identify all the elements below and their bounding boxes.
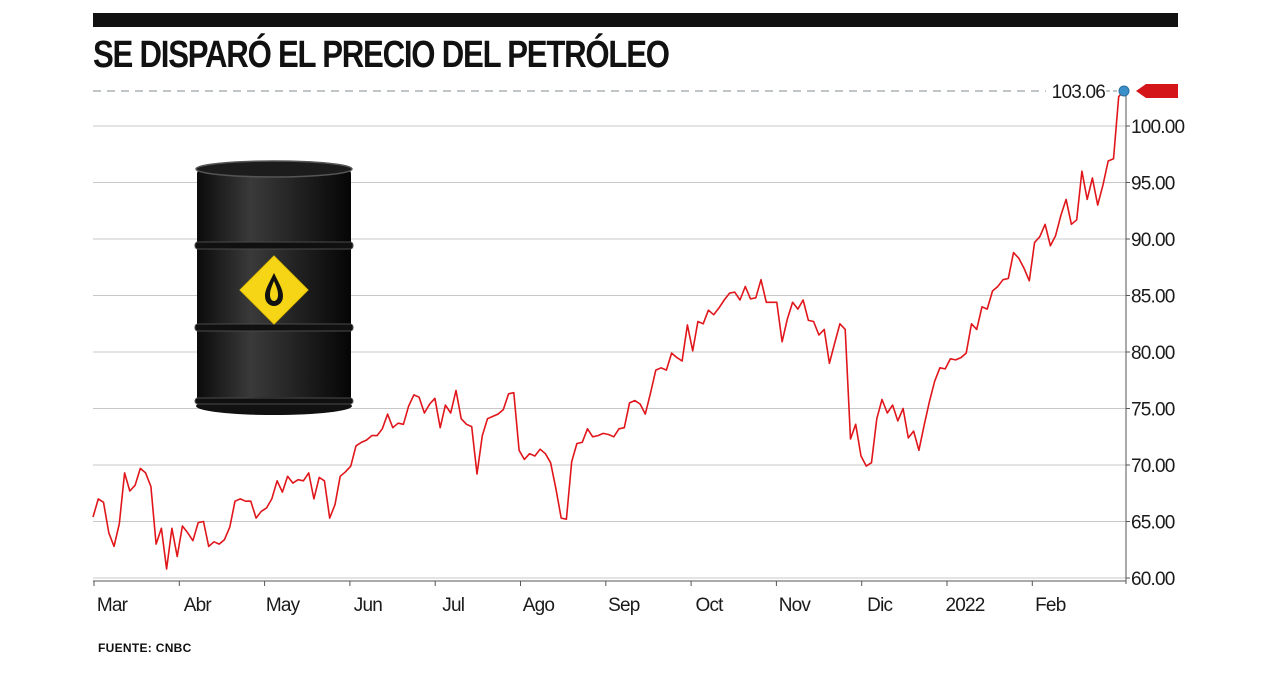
y-tick-label: 85.00 xyxy=(1131,287,1175,308)
y-tick-label: 70.00 xyxy=(1131,456,1175,477)
x-tick-label: Feb xyxy=(1035,595,1066,616)
x-tick-label: Ago xyxy=(523,595,555,616)
y-tick-label: 95.00 xyxy=(1131,174,1175,195)
x-tick-label: May xyxy=(266,595,301,616)
oil-barrel-icon xyxy=(194,160,354,415)
y-tick-label: 60.00 xyxy=(1131,569,1175,590)
y-tick-label: 65.00 xyxy=(1131,513,1175,534)
last-value-reference: 103.06 xyxy=(93,82,1118,103)
x-tick-label: Jul xyxy=(442,595,464,616)
last-value-dot xyxy=(1118,85,1130,97)
y-axis: 60.00 65.00 70.00 75.00 80.00 85.00 90.00 95.00… xyxy=(1125,86,1185,590)
x-tick-label: Dic xyxy=(867,595,892,616)
x-tick-label: Jun xyxy=(354,595,382,616)
source-note: FUENTE: CNBC xyxy=(98,641,192,655)
last-value-label: 103.06 xyxy=(1052,82,1106,103)
last-value-marker xyxy=(1118,83,1178,98)
x-tick-label: 2022 xyxy=(945,595,984,616)
y-tick-label: 100.00 xyxy=(1131,117,1185,138)
x-tick-label: Mar xyxy=(97,595,129,616)
x-tick-label: Oct xyxy=(696,595,725,616)
x-tick-label: Abr xyxy=(184,595,213,616)
x-tick-label: Sep xyxy=(608,595,640,616)
x-axis: Mar Abr May Jun Jul Ago Sep Oct Nov Dic 2022 Feb xyxy=(93,580,1126,616)
chart-title: SE DISPARÓ EL PRECIO DEL PETRÓLEO xyxy=(93,34,670,76)
y-tick-label: 75.00 xyxy=(1131,400,1175,421)
last-value-arrow-icon xyxy=(1136,83,1178,98)
y-tick-label: 90.00 xyxy=(1131,230,1175,251)
y-tick-label: 80.00 xyxy=(1131,343,1175,364)
x-tick-label: Nov xyxy=(779,595,812,616)
series-line xyxy=(92,90,1125,570)
top-rule xyxy=(93,13,1178,27)
